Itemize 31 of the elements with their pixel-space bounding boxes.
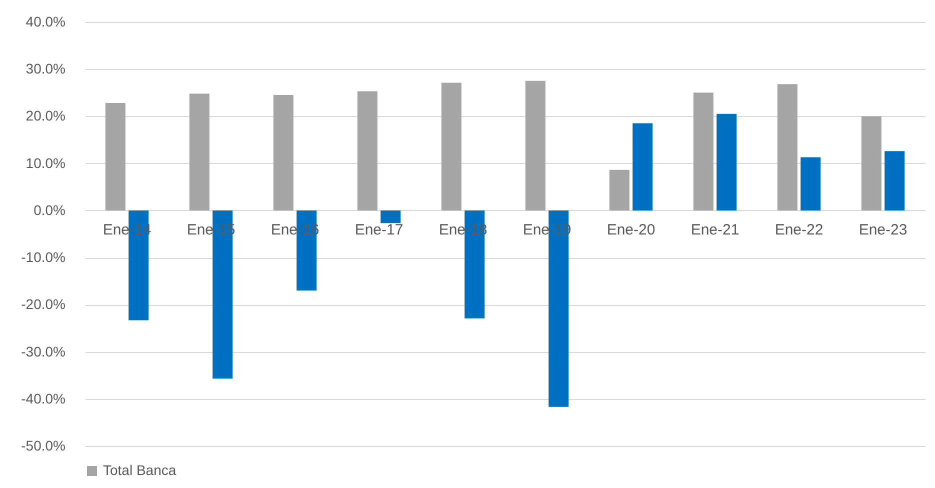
y-tick-label: 30.0% <box>26 60 66 77</box>
y-tick-label: -40.0% <box>21 390 66 406</box>
y-tick-label: -20.0% <box>21 296 66 312</box>
bar <box>189 94 210 210</box>
y-tick-label: -30.0% <box>21 343 66 360</box>
legend-label: Total Banca <box>103 462 176 478</box>
x-tick-label: Ene-22 <box>774 221 824 238</box>
bar <box>632 123 653 210</box>
bar <box>777 84 798 210</box>
y-tick-label: 10.0% <box>26 154 66 171</box>
y-tick-label: -10.0% <box>21 249 66 266</box>
bar <box>273 95 294 210</box>
x-tick-label: Ene-20 <box>606 221 656 238</box>
bar <box>380 210 401 224</box>
x-tick-label: Ene-17 <box>354 221 404 238</box>
bar <box>693 92 714 210</box>
bar <box>861 116 882 210</box>
bar <box>716 114 737 210</box>
x-tick-label: Ene-21 <box>690 221 740 238</box>
y-tick-label: 40.0% <box>26 14 66 30</box>
bar <box>357 91 378 210</box>
bar <box>525 80 546 210</box>
x-tick-label: Ene-23 <box>858 221 908 238</box>
bar <box>105 103 126 210</box>
y-tick-label: -50.0% <box>21 438 66 454</box>
bar <box>441 82 462 210</box>
y-tick-label: 20.0% <box>26 108 66 124</box>
y-tick-label: 0.0% <box>34 202 66 218</box>
bar <box>800 157 821 210</box>
bar <box>884 151 905 210</box>
bar <box>609 170 630 210</box>
